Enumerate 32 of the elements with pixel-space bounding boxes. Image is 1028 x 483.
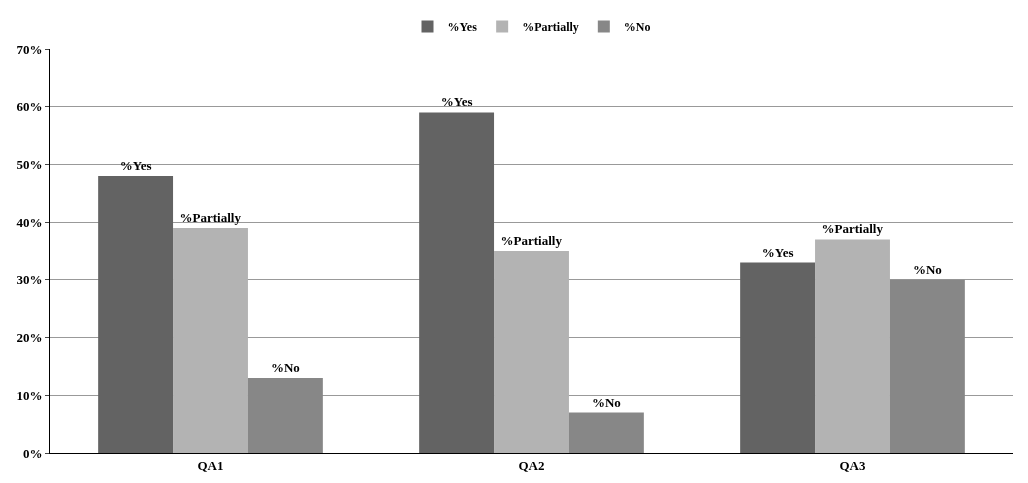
- data-label: %Partially: [500, 233, 563, 248]
- y-tick-label: 0%: [22, 445, 43, 461]
- data-label: %No: [270, 359, 300, 375]
- bar: [889, 279, 965, 453]
- y-tick-label: 40%: [16, 214, 43, 230]
- bar: [173, 227, 248, 453]
- y-tick-label: 10%: [16, 387, 43, 403]
- data-label: %Yes: [761, 244, 794, 260]
- x-tick-label: QA1: [197, 457, 224, 473]
- bar: [98, 175, 174, 453]
- bar: [568, 412, 644, 453]
- bar: [494, 251, 569, 453]
- y-tick-label: 20%: [16, 330, 43, 346]
- data-label: %Yes: [119, 157, 152, 173]
- x-tick-label: QA3: [839, 457, 866, 473]
- y-tick-label: 60%: [16, 99, 43, 115]
- x-tick-label: QA2: [518, 457, 545, 473]
- data-label: %Partially: [179, 209, 242, 225]
- bar: [419, 112, 495, 453]
- y-tick-label: 70%: [16, 41, 43, 57]
- bar: [740, 262, 816, 453]
- data-label: %Yes: [440, 94, 473, 110]
- data-label: %Partially: [821, 221, 884, 237]
- legend-label: %No: [623, 20, 651, 35]
- legend-label: %Partially: [522, 20, 579, 35]
- y-tick-label: 30%: [16, 272, 43, 288]
- y-tick-label: 50%: [16, 156, 43, 172]
- bar: [815, 239, 890, 453]
- data-label: %No: [912, 261, 942, 277]
- data-label: %No: [591, 394, 621, 410]
- legend-label: %Yes: [447, 20, 478, 35]
- bar: [247, 377, 323, 453]
